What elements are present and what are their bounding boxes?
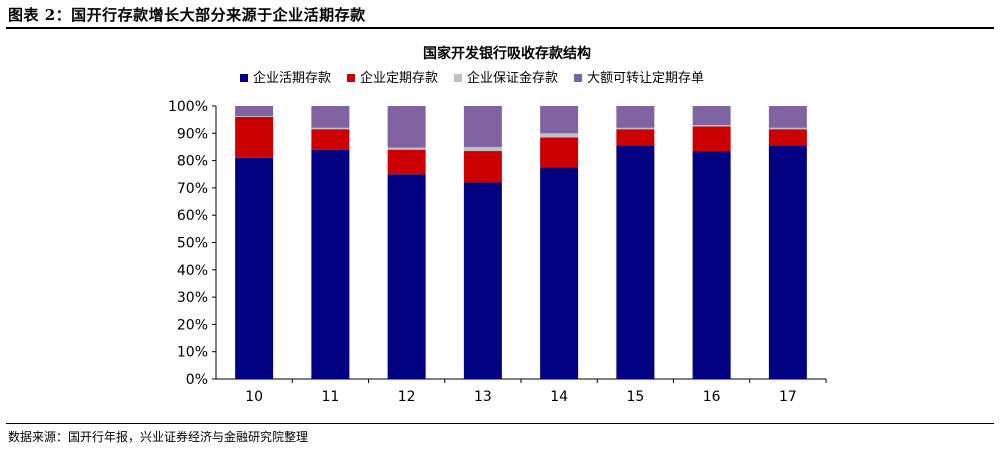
legend-label-3: 大额可转让定期存单 — [587, 71, 704, 86]
y-tick-label-1: 10% — [177, 345, 208, 361]
legend-swatch-0 — [240, 74, 248, 82]
bar-3-12 — [387, 106, 426, 148]
y-tick-label-10: 100% — [168, 99, 208, 115]
x-tick-label-6: 16 — [703, 389, 721, 405]
bar-0-14 — [540, 167, 579, 379]
y-tick-label-5: 50% — [177, 236, 208, 252]
legend-swatch-1 — [347, 74, 355, 82]
y-tick-label-3: 30% — [177, 290, 208, 306]
source-note: 数据来源：国开行年报，兴业证券经济与金融研究院整理 — [8, 430, 309, 444]
bar-3-13 — [463, 106, 502, 147]
bar-3-14 — [540, 106, 579, 134]
y-tick-label-2: 20% — [177, 317, 208, 333]
bar-2-16 — [692, 125, 731, 127]
bar-1-13 — [463, 151, 502, 183]
figure-caption: 图表 2：国开行存款增长大部分来源于企业活期存款 — [8, 6, 366, 24]
x-tick-label-1: 11 — [321, 389, 339, 405]
legend-swatch-3 — [574, 74, 582, 82]
bar-1-10 — [235, 116, 274, 158]
bar-1-15 — [616, 129, 655, 146]
legend-label-0: 企业活期存款 — [253, 70, 331, 86]
bar-2-12 — [387, 147, 426, 150]
y-tick-label-6: 60% — [177, 208, 208, 224]
bar-2-17 — [768, 127, 807, 130]
y-tick-label-8: 80% — [177, 154, 208, 170]
bar-3-11 — [311, 106, 350, 128]
bar-3-10 — [235, 106, 274, 117]
bar-0-10 — [235, 157, 274, 379]
legend-label-2: 企业保证金存款 — [467, 70, 558, 86]
bar-2-15 — [616, 127, 655, 130]
bar-0-16 — [692, 151, 731, 379]
bar-1-17 — [768, 129, 807, 146]
bar-2-13 — [463, 146, 502, 152]
bar-1-16 — [692, 126, 731, 152]
y-tick-label-0: 0% — [186, 372, 208, 388]
y-tick-label-9: 90% — [177, 126, 208, 142]
x-tick-label-3: 13 — [474, 389, 492, 405]
bar-1-11 — [311, 129, 350, 150]
bar-1-14 — [540, 137, 579, 168]
caption-rule — [6, 27, 994, 29]
x-tick-label-4: 14 — [550, 389, 568, 405]
x-tick-label-2: 12 — [398, 389, 416, 405]
bar-2-10 — [235, 116, 274, 117]
x-tick-label-7: 17 — [779, 389, 797, 405]
bar-0-13 — [463, 182, 502, 379]
y-tick-label-7: 70% — [177, 181, 208, 197]
y-tick-label-4: 40% — [177, 263, 208, 279]
bar-3-16 — [692, 106, 731, 126]
legend-label-1: 企业定期存款 — [360, 70, 438, 86]
legend-swatch-2 — [454, 74, 462, 82]
bar-0-17 — [768, 145, 807, 379]
source-rule — [6, 423, 994, 424]
bar-3-17 — [768, 106, 807, 128]
bar-3-15 — [616, 106, 655, 128]
chart-title: 国家开发银行吸收存款结构 — [423, 45, 591, 62]
x-tick-label-5: 15 — [626, 389, 644, 405]
bar-2-14 — [540, 133, 579, 138]
bar-2-11 — [311, 127, 350, 130]
bar-0-11 — [311, 149, 350, 379]
bar-0-12 — [387, 174, 426, 379]
bar-1-12 — [387, 149, 426, 175]
bar-0-15 — [616, 145, 655, 379]
x-tick-label-0: 10 — [245, 389, 263, 405]
